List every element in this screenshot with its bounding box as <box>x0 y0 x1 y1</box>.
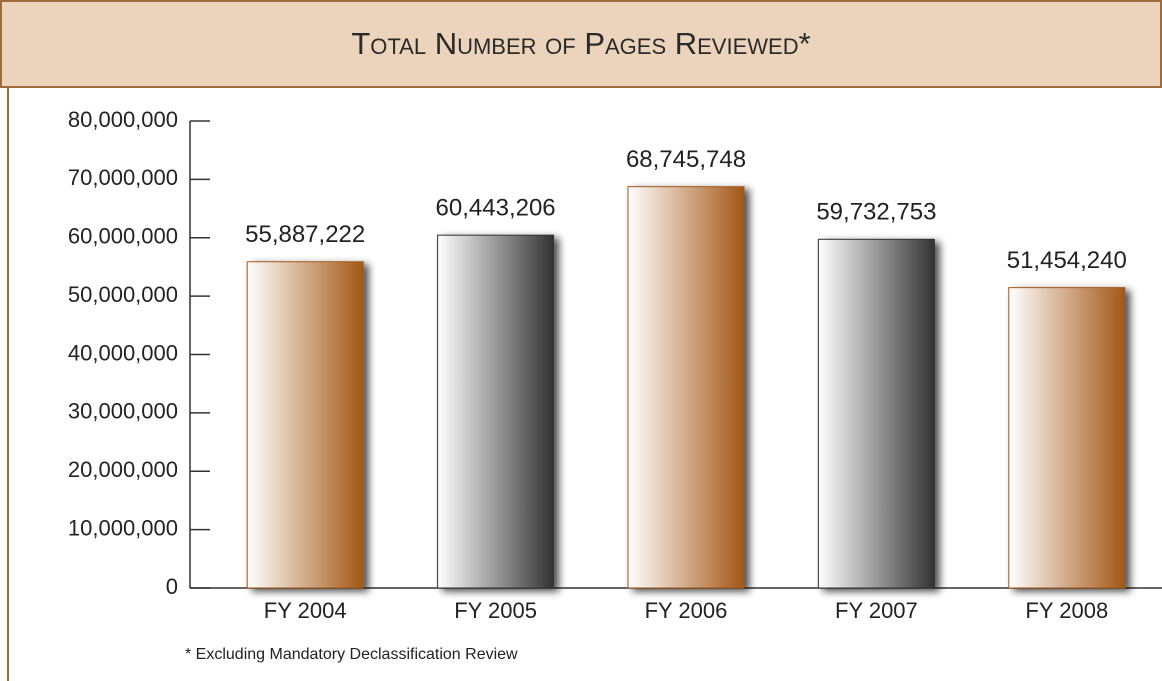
x-tick-label: FY 2006 <box>645 598 728 623</box>
value-label: 60,443,206 <box>436 195 556 222</box>
y-tick-label: 60,000,000 <box>68 224 178 249</box>
y-tick-label: 80,000,000 <box>68 107 178 132</box>
bar <box>627 186 745 589</box>
y-tick-label: 10,000,000 <box>68 515 178 540</box>
y-tick-label: 40,000,000 <box>68 340 178 365</box>
y-tick-label: 20,000,000 <box>68 457 178 482</box>
x-tick-label: FY 2005 <box>454 598 537 623</box>
y-tick-label: 50,000,000 <box>68 282 178 307</box>
title-band <box>0 0 1162 88</box>
bar <box>817 238 935 589</box>
value-label: 68,745,748 <box>626 146 746 173</box>
bar <box>246 261 364 589</box>
value-label: 59,732,753 <box>816 199 936 226</box>
value-label: 55,887,222 <box>245 221 365 248</box>
bar <box>1008 287 1126 589</box>
x-tick-label: FY 2008 <box>1025 598 1108 623</box>
y-tick-label: 30,000,000 <box>68 399 178 424</box>
footnote: * Excluding Mandatory Declassification R… <box>185 646 518 663</box>
y-tick-label: 0 <box>166 574 178 599</box>
x-tick-label: FY 2004 <box>264 598 347 623</box>
chart-title: Total Number of Pages Reviewed* <box>351 26 810 61</box>
value-label: 51,454,240 <box>1007 247 1127 274</box>
bar <box>437 234 555 589</box>
y-tick-label: 70,000,000 <box>68 165 178 190</box>
x-tick-label: FY 2007 <box>835 598 918 623</box>
